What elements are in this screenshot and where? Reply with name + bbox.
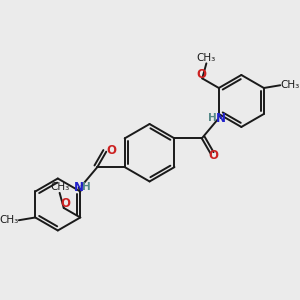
Text: O: O [60,197,70,210]
Text: CH₃: CH₃ [197,53,216,63]
Text: O: O [208,148,218,162]
Text: CH₃: CH₃ [280,80,299,90]
Text: N: N [216,112,226,124]
Text: H: H [208,113,217,123]
Text: O: O [106,144,116,157]
Text: N: N [74,181,84,194]
Text: CH₃: CH₃ [50,182,69,192]
Text: O: O [196,68,206,81]
Text: CH₃: CH₃ [0,215,19,225]
Text: H: H [82,182,91,192]
